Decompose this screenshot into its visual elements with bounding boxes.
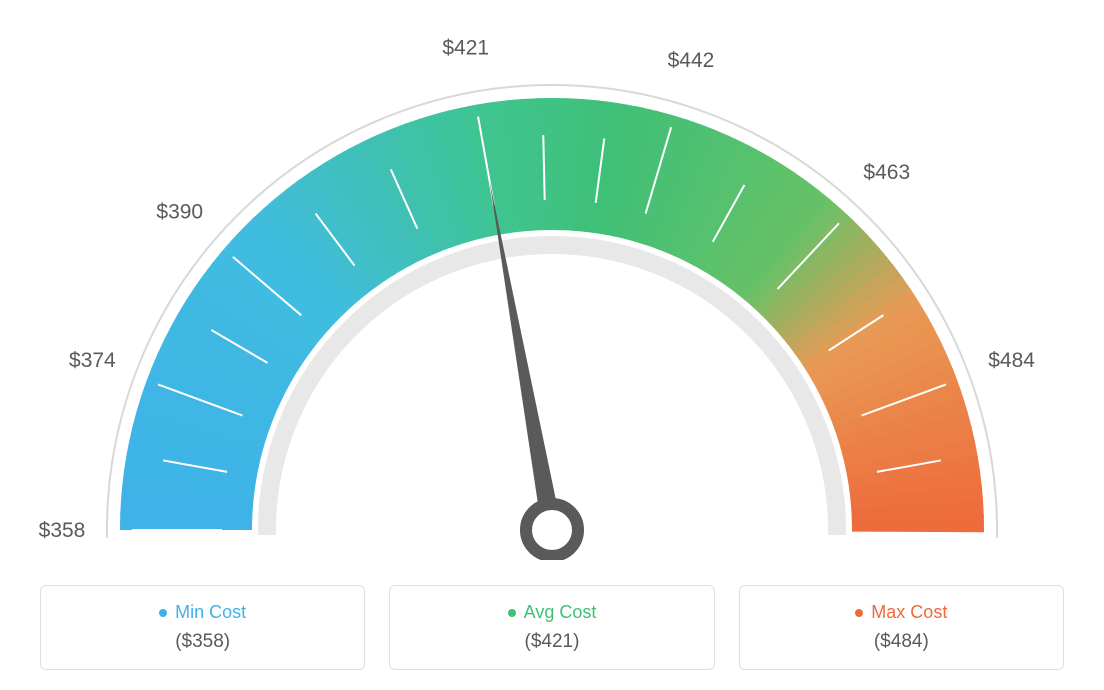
gauge-tick-label: $421 — [442, 37, 489, 60]
legend-title-text: Min Cost — [175, 602, 246, 623]
legend-row: Min Cost ($358) Avg Cost ($421) Max Cost ($48… — [40, 585, 1064, 670]
gauge-tick-label: $374 — [69, 349, 116, 372]
gauge-tick-label: $442 — [668, 49, 715, 72]
legend-dot-icon — [855, 609, 863, 617]
legend-card-title: Max Cost — [855, 602, 947, 623]
gauge-needle-hub — [526, 504, 578, 556]
gauge-tick-label: $390 — [156, 200, 203, 223]
legend-title-text: Max Cost — [871, 602, 947, 623]
legend-card: Min Cost ($358) — [40, 585, 365, 670]
legend-card: Max Cost ($484) — [739, 585, 1064, 670]
gauge-container: $358 $374 $390 $421 $442 $463 $484 — [0, 0, 1104, 560]
gauge-svg: $358 $374 $390 $421 $442 $463 $484 — [0, 0, 1104, 560]
gauge-tick-label: $463 — [863, 161, 910, 184]
legend-card-value: ($484) — [752, 631, 1051, 653]
gauge-tick-label: $484 — [988, 349, 1035, 372]
legend-card-value: ($421) — [402, 631, 701, 653]
legend-dot-icon — [159, 609, 167, 617]
gauge-needle — [489, 181, 561, 532]
legend-card-title: Avg Cost — [508, 602, 597, 623]
gauge-tick-label: $358 — [39, 519, 86, 542]
legend-dot-icon — [508, 609, 516, 617]
legend-card: Avg Cost ($421) — [389, 585, 714, 670]
legend-card-title: Min Cost — [159, 602, 246, 623]
legend-card-value: ($358) — [53, 631, 352, 653]
legend-title-text: Avg Cost — [524, 602, 597, 623]
